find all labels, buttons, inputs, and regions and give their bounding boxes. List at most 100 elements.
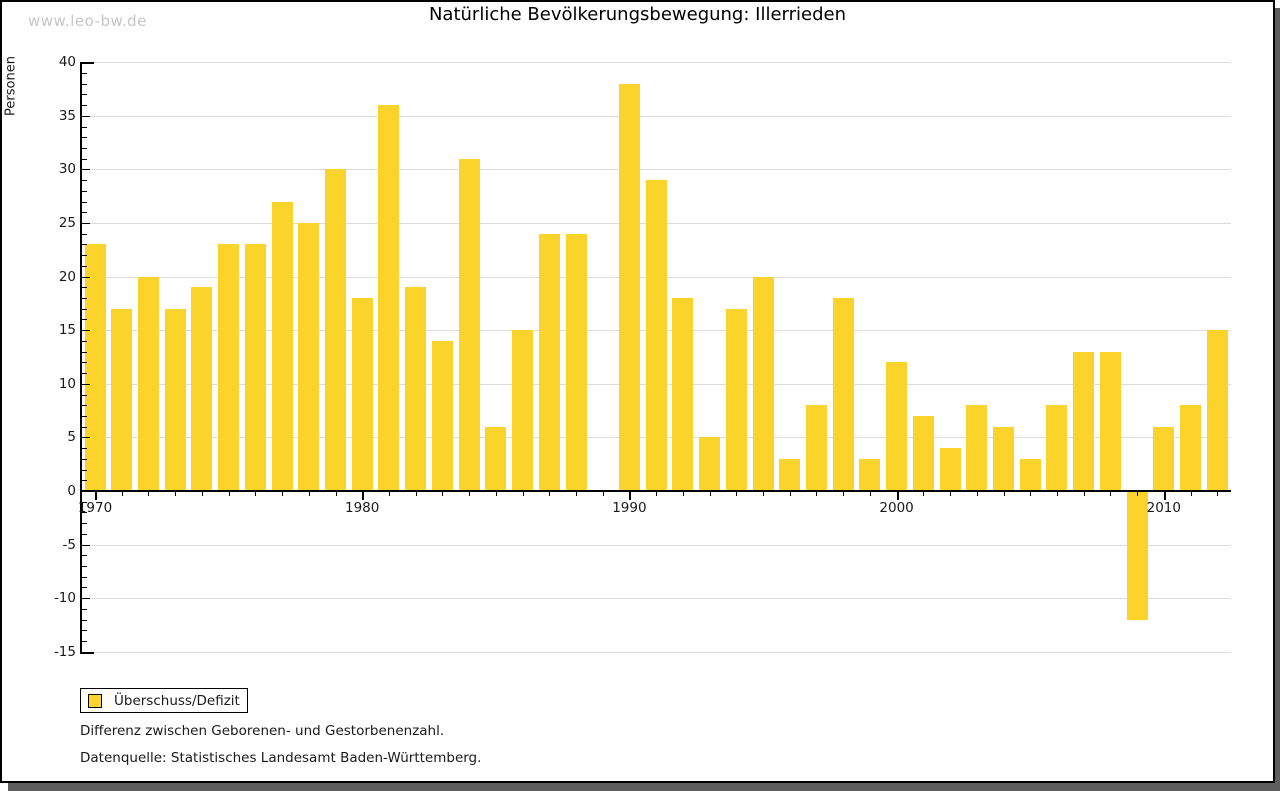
y-tick — [82, 545, 90, 546]
x-tick — [896, 492, 899, 500]
y-tick — [82, 459, 87, 460]
y-tick — [82, 480, 87, 481]
y-tick — [82, 159, 87, 160]
bar-1987 — [538, 233, 560, 491]
bar-2006 — [1046, 405, 1068, 491]
y-tick — [82, 62, 90, 63]
bar-1990 — [618, 83, 640, 491]
y-tick — [82, 137, 87, 138]
y-axis-line — [80, 62, 82, 654]
x-tick-label: 1990 — [612, 500, 647, 516]
y-tick-label: 0 — [67, 483, 76, 499]
x-tick — [1003, 492, 1005, 496]
drop-shadow-right — [1275, 8, 1280, 791]
x-tick — [442, 492, 444, 496]
bar-1971 — [111, 308, 133, 491]
y-tick — [82, 212, 87, 213]
gridline — [80, 545, 1231, 546]
bar-1978 — [298, 223, 320, 491]
legend-label: Überschuss/Defizit — [114, 693, 240, 709]
x-tick — [1137, 492, 1139, 496]
y-tick — [82, 330, 90, 331]
x-tick — [923, 492, 925, 496]
bar-1996 — [779, 458, 801, 491]
bar-1986 — [512, 330, 533, 491]
x-tick-label: 2010 — [1146, 500, 1181, 516]
y-tick — [82, 298, 87, 299]
y-tick-label: -10 — [53, 590, 76, 606]
y-tick — [82, 105, 87, 106]
bar-1994 — [725, 308, 747, 491]
y-tick — [82, 148, 87, 149]
x-tick — [308, 492, 310, 496]
bar-1991 — [645, 180, 667, 491]
y-tick — [82, 341, 87, 342]
bar-1998 — [832, 298, 854, 491]
bar-2008 — [1099, 351, 1121, 491]
bar-1980 — [351, 298, 373, 491]
y-tick — [82, 127, 87, 128]
bar-1988 — [565, 233, 587, 491]
x-tick — [255, 492, 257, 496]
y-tick — [82, 512, 87, 513]
x-tick — [816, 492, 818, 496]
bar-1992 — [672, 298, 694, 491]
x-tick — [1110, 492, 1112, 496]
x-tick — [950, 492, 951, 496]
x-tick — [629, 492, 632, 500]
y-tick-label: 40 — [58, 54, 76, 70]
x-tick — [495, 492, 497, 496]
bar-1983 — [431, 340, 453, 491]
bar-1999 — [859, 458, 881, 491]
x-tick — [843, 492, 845, 496]
x-tick — [362, 492, 365, 500]
y-tick-label: 15 — [58, 322, 76, 338]
x-tick — [121, 492, 123, 496]
x-tick — [415, 492, 417, 496]
x-tick — [335, 492, 337, 496]
x-tick — [175, 492, 177, 496]
x-tick — [1083, 492, 1085, 496]
bar-2000 — [886, 362, 908, 491]
y-tick-label: 20 — [58, 269, 76, 285]
y-axis-end-tick — [80, 62, 94, 64]
x-tick-label: 1980 — [345, 500, 380, 516]
data-source: Datenquelle: Statistisches Landesamt Bad… — [80, 750, 482, 766]
bar-2001 — [912, 416, 934, 491]
x-tick — [869, 492, 871, 496]
y-tick — [82, 180, 87, 181]
bar-2002 — [939, 448, 961, 491]
y-tick — [82, 523, 87, 524]
gridline — [80, 652, 1231, 653]
y-tick — [82, 244, 87, 245]
y-tick — [82, 116, 90, 117]
x-tick — [1217, 492, 1219, 496]
y-tick-label: 10 — [58, 376, 76, 392]
y-tick-label: -5 — [62, 537, 76, 553]
bar-1977 — [271, 201, 293, 491]
x-tick — [602, 492, 604, 496]
y-tick — [82, 427, 87, 428]
x-tick — [228, 492, 230, 496]
x-tick — [201, 492, 203, 496]
bar-1997 — [805, 405, 827, 491]
x-tick — [709, 492, 711, 496]
bar-1970 — [84, 244, 106, 491]
bar-1974 — [191, 287, 213, 491]
bar-1993 — [699, 437, 721, 491]
bar-2005 — [1019, 458, 1041, 491]
x-tick — [763, 492, 764, 496]
y-tick — [82, 309, 87, 310]
y-tick — [82, 234, 87, 235]
y-tick — [82, 287, 87, 288]
y-tick — [82, 587, 87, 588]
y-tick — [82, 577, 87, 578]
x-tick — [549, 492, 551, 496]
bar-2011 — [1180, 405, 1201, 491]
y-tick — [82, 416, 87, 417]
bar-1995 — [752, 276, 774, 491]
bar-2009 — [1126, 491, 1148, 620]
y-tick — [82, 566, 87, 567]
y-tick — [82, 652, 90, 653]
